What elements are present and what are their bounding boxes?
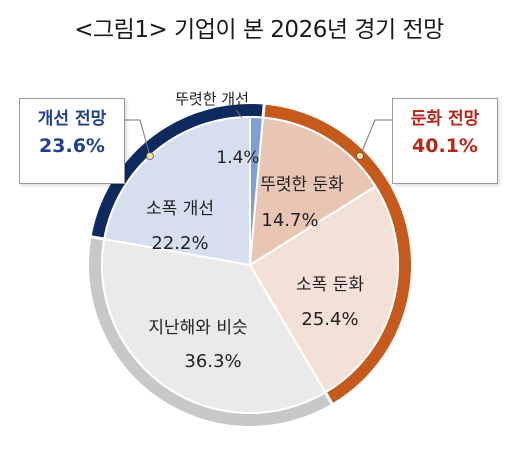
worse-leader-dot [356,152,364,160]
ring-arc-improve [91,104,265,239]
improve-leader-dot [146,152,154,160]
improve-leader-line [124,119,151,157]
chart-title: <그림1> 기업이 본 2026년 경기 전망 [74,17,444,43]
slice-same [101,237,327,414]
improve-group-callout: 개선 전망 23.6% [19,98,125,184]
slice-value-label: 1.4% [216,148,259,168]
sharp-improve-leader [235,109,243,119]
slice-category-label: 뚜렷한 둔화 [260,175,344,195]
slice-slight-improve [103,115,251,267]
improve-group-label: 개선 전망 [37,109,107,129]
slice-sharp-worse [248,116,377,267]
slice-value-label: 25.4% [301,309,358,330]
ring-arc-same [89,236,332,426]
ring-arc-worse [263,104,411,404]
ring-separator [323,390,335,407]
slice-category-label: 소폭 둔화 [296,275,364,295]
ring-separator [261,102,266,119]
slice-value-label: 22.2% [151,233,208,254]
worse-group-value: 40.1% [412,135,478,157]
improve-group-value: 23.6% [39,135,105,157]
slice-value-label: 14.7% [261,210,318,231]
worse-leader-line [359,119,392,157]
worse-group-label: 둔화 전망 [410,109,480,129]
ring-separator [89,234,106,241]
slice-category-label: 소폭 개선 [146,199,214,219]
slice-slight-worse [248,185,399,394]
slice-value-label: 36.3% [184,351,241,372]
slice-category-label: 지난해와 비슷 [148,318,247,338]
worse-group-callout: 둔화 전망 40.1% [392,98,498,184]
sharp-improve-callout: 뚜렷한 개선 [175,90,249,108]
